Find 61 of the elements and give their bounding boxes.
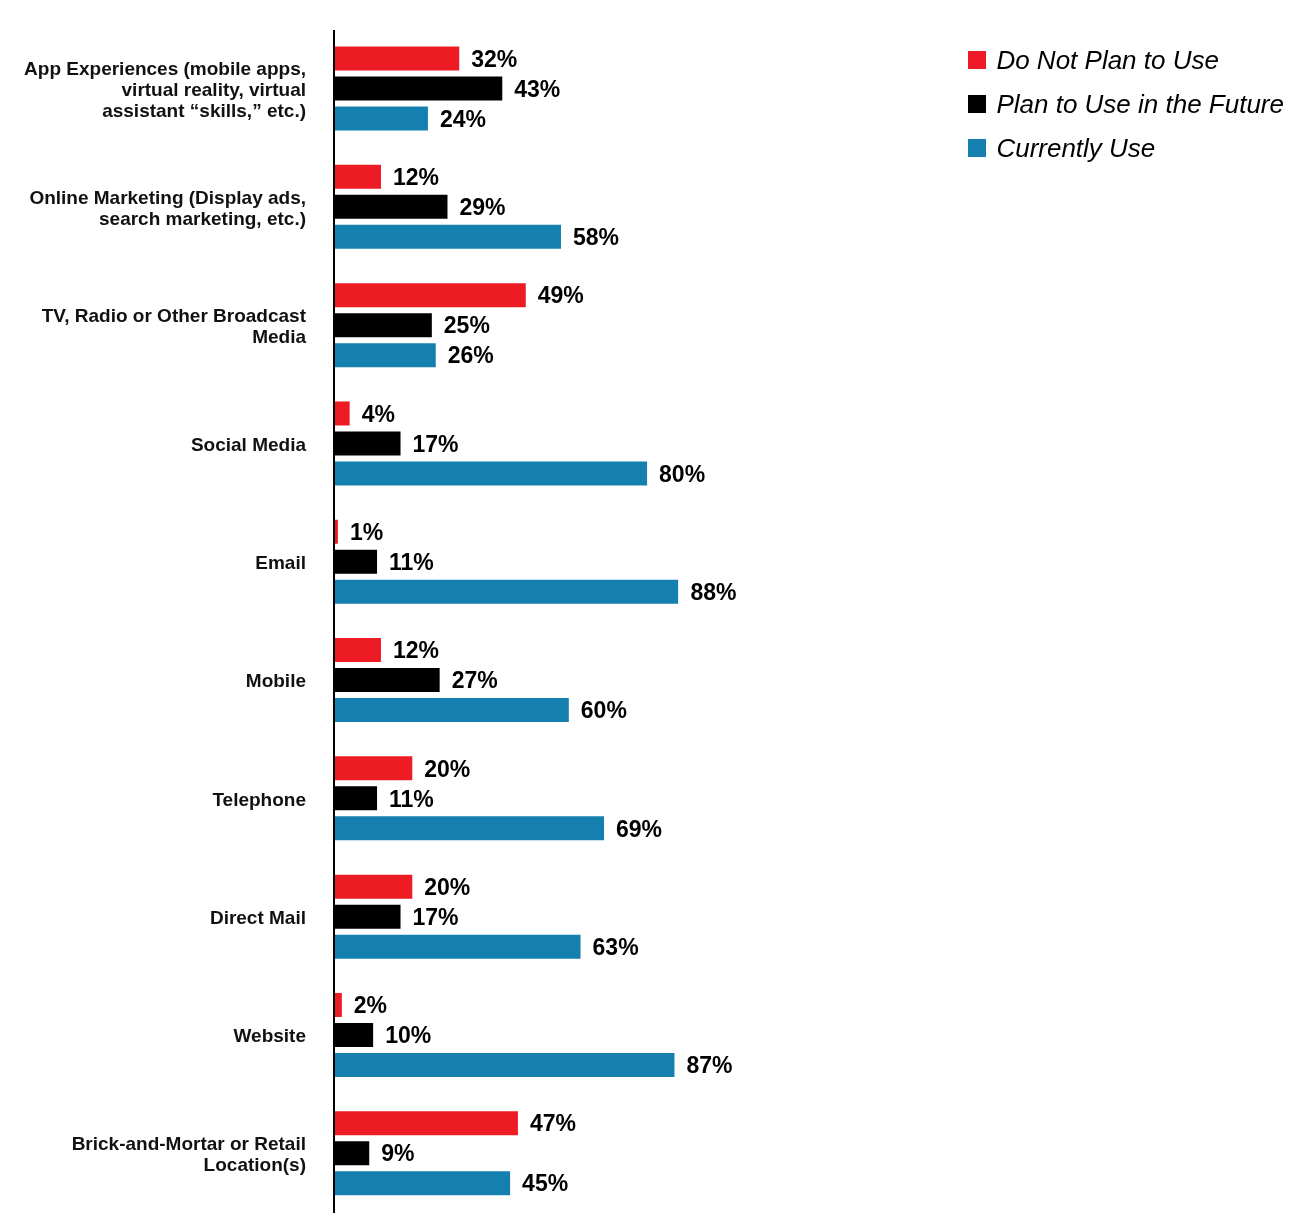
- y-tick-label: Telephone: [212, 788, 306, 810]
- bar: [334, 756, 413, 781]
- data-label: 47%: [529, 1110, 576, 1137]
- data-label: 9%: [381, 1140, 415, 1167]
- bar: [334, 401, 350, 426]
- y-tick-label: Brick-and-Mortar or Retail Location(s): [71, 1133, 306, 1175]
- data-label: 27%: [451, 667, 498, 694]
- data-label: 58%: [572, 224, 620, 251]
- data-label: 49%: [537, 282, 584, 309]
- bar: [334, 283, 526, 308]
- y-tick-label: Website: [233, 1025, 306, 1047]
- bar: [334, 638, 381, 663]
- data-label: 4%: [361, 400, 395, 427]
- data-label: 26%: [447, 342, 494, 369]
- data-label: 88%: [690, 578, 737, 605]
- bar: [334, 1171, 511, 1196]
- data-label: 63%: [592, 933, 639, 960]
- data-label: 10%: [385, 1022, 432, 1049]
- data-label: 2%: [353, 992, 388, 1019]
- data-label: 60%: [580, 697, 627, 724]
- data-label: 1%: [349, 518, 384, 545]
- y-tick-label: App Experiences (mobile apps, virtual reality, virtual assistant “skills,” etc.): [24, 57, 306, 121]
- data-label: 20%: [424, 755, 471, 782]
- bar: [334, 106, 428, 131]
- data-label: 29%: [459, 194, 506, 221]
- data-label: 17%: [412, 903, 459, 930]
- y-tick-label: TV, Radio or Other Broadcast Media: [41, 304, 307, 347]
- bar: [334, 874, 413, 899]
- y-tick-label: Email: [255, 552, 306, 573]
- bar: [334, 579, 679, 604]
- data-label: 69%: [616, 815, 663, 842]
- data-label: 25%: [443, 312, 490, 339]
- bar: [334, 461, 648, 486]
- bar: [334, 46, 460, 71]
- legend-label: Currently Use: [996, 132, 1156, 165]
- y-tick-label: Online Marketing (Display ads, search marketing, etc.): [29, 186, 306, 229]
- y-tick-label: Direct Mail: [209, 906, 306, 928]
- data-label: 11%: [389, 785, 434, 812]
- bar: [334, 343, 436, 368]
- data-label: 43%: [514, 75, 561, 102]
- bar: [334, 224, 561, 249]
- bar: [334, 698, 569, 723]
- data-label: 20%: [424, 873, 471, 900]
- data-label: 80%: [659, 460, 706, 487]
- bar: [334, 1052, 675, 1077]
- data-label: 45%: [522, 1170, 569, 1197]
- bar: [334, 934, 581, 959]
- bar: [334, 1111, 518, 1136]
- legend-label: Do Not Plan to Use: [996, 44, 1219, 77]
- data-label: 32%: [471, 45, 518, 72]
- data-label: 11%: [389, 548, 434, 575]
- data-label: 17%: [412, 430, 459, 457]
- data-label: 12%: [392, 164, 440, 191]
- data-label: 12%: [392, 637, 440, 664]
- y-tick-label: Mobile: [245, 670, 306, 692]
- bar: [334, 816, 605, 841]
- data-label: 87%: [686, 1052, 733, 1079]
- y-tick-label: Social Media: [190, 433, 307, 455]
- bar: [334, 164, 381, 189]
- legend-label: Plan to Use in the Future: [996, 88, 1284, 121]
- data-label: 24%: [439, 105, 486, 132]
